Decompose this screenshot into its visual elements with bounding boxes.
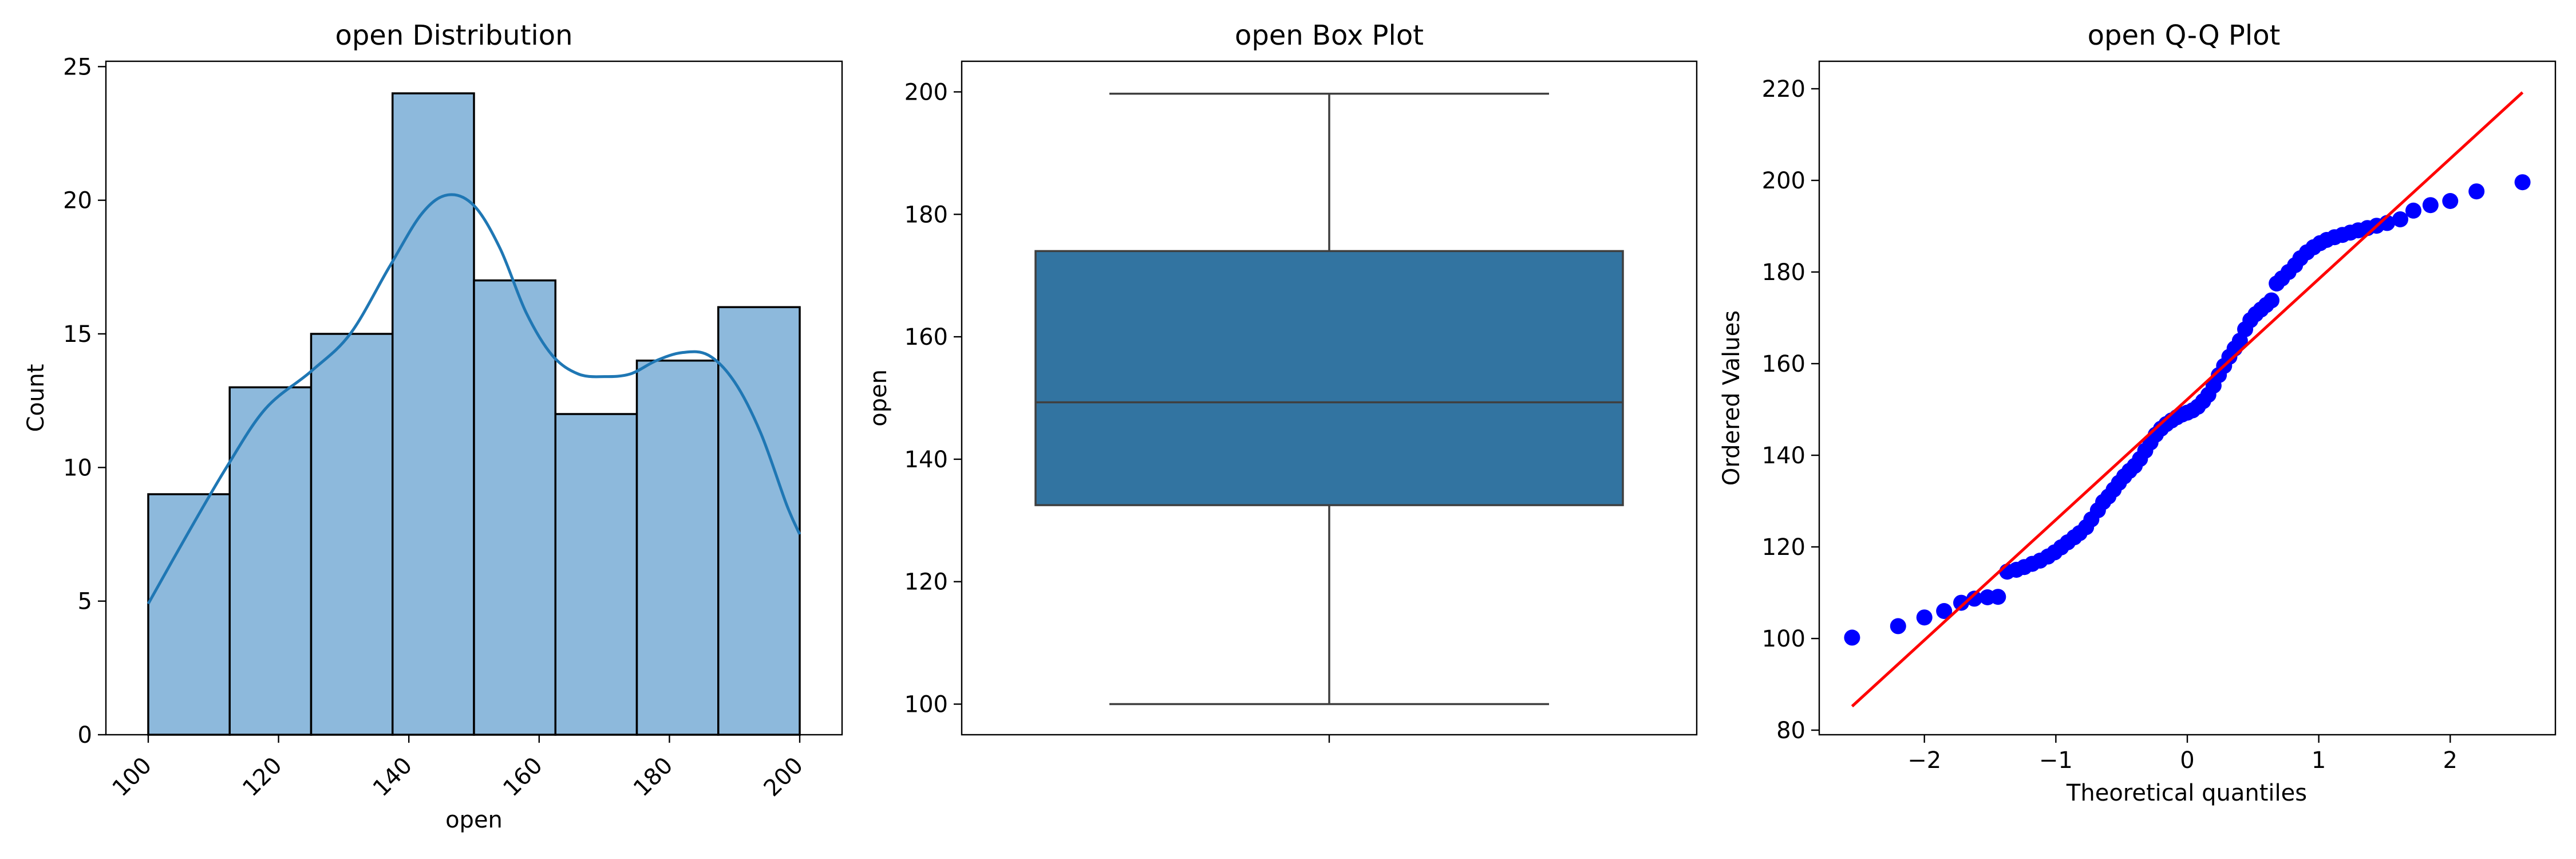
histogram-x-tick-label: 200	[759, 752, 809, 802]
histogram-x-tick-label: 100	[108, 752, 157, 802]
qq-point	[2514, 174, 2531, 191]
qq-y-tick-label: 120	[1762, 534, 1805, 561]
qq-point	[2392, 211, 2409, 227]
qq-y-tick-label: 160	[1762, 351, 1805, 377]
histogram-bar	[635, 359, 720, 736]
histogram-axes-frame	[105, 60, 843, 736]
qq-x-tick-label: 0	[2180, 747, 2194, 774]
histogram-bar	[554, 413, 638, 736]
histogram-bar	[310, 333, 394, 736]
qq-point	[1844, 629, 1860, 646]
histogram-y-tick-label: 15	[63, 321, 92, 348]
histogram-x-tick-label: 180	[629, 752, 678, 802]
boxplot-y-axis-label: open	[866, 369, 892, 427]
boxplot-y-tick-label: 180	[904, 202, 948, 228]
boxplot-y-tick-label: 160	[904, 324, 948, 350]
qq-point	[2405, 202, 2421, 219]
iqr-box	[1034, 250, 1624, 506]
qq-x-tick-label: 1	[2312, 747, 2326, 774]
qq-x-tick-label: −1	[2039, 747, 2073, 774]
histogram-y-tick-label: 0	[78, 722, 92, 748]
boxplot-y-tick-label: 140	[904, 447, 948, 473]
qq-y-axis-label: Ordered Values	[1718, 310, 1745, 486]
qq-fit-line	[1851, 91, 2524, 708]
qq-x-tick-label: −2	[1907, 747, 1941, 774]
qq-y-tick-label: 200	[1762, 168, 1805, 194]
histogram-y-tick-label: 25	[63, 54, 92, 80]
histogram-y-tick-label: 5	[78, 589, 92, 615]
qq-point	[1890, 618, 1906, 635]
histogram-x-tick-label: 140	[368, 752, 418, 802]
boxplot-y-tick-label: 100	[904, 692, 948, 718]
histogram-x-axis-label: open	[445, 807, 503, 833]
qq-y-tick-label: 80	[1776, 718, 1805, 744]
qq-point	[2442, 193, 2459, 209]
histogram-y-axis-label: Count	[23, 364, 49, 432]
histogram-bar	[717, 306, 801, 736]
qq-y-tick-label: 140	[1762, 443, 1805, 469]
boxplot-panel: open Box Plot 100 120 140 160 180 200 open	[866, 19, 1698, 743]
histogram-bar	[228, 386, 313, 736]
qq-y-tick-label: 100	[1762, 626, 1805, 652]
qq-x-axis-label: Theoretical quantiles	[2066, 780, 2307, 806]
histogram-bar	[391, 92, 475, 736]
qq-point	[1936, 603, 1953, 619]
boxplot-y-tick-label: 200	[904, 79, 948, 105]
histogram-x-tick-label: 160	[498, 752, 548, 802]
qq-x-tick-label: 2	[2443, 747, 2458, 774]
histogram-bar	[473, 279, 557, 736]
kde-line	[147, 193, 801, 605]
qq-y-tick-label: 220	[1762, 76, 1805, 103]
qq-point	[2422, 197, 2439, 214]
histogram-y-tick-label: 10	[63, 455, 92, 481]
histogram-x-tick-label: 120	[238, 752, 287, 802]
qq-point	[1966, 590, 1982, 607]
qq-point	[2263, 292, 2279, 309]
histogram-y-tick-label: 20	[63, 188, 92, 214]
boxplot-y-tick-label: 120	[904, 569, 948, 596]
qq-point	[2468, 183, 2485, 200]
histogram-panel: open Distribution 100 120 140 160 180 200 0 5 1…	[23, 19, 843, 833]
qq-panel: open Q-Q Plot −2 −1 0 1 2 80 100 120 140 160 180 2…	[1718, 19, 2557, 806]
qq-point	[1990, 589, 2006, 605]
qq-point	[1916, 609, 1933, 626]
qq-point	[1953, 594, 1970, 611]
boxplot-title: open Box Plot	[1235, 19, 1424, 52]
qq-title: open Q-Q Plot	[2088, 19, 2281, 52]
histogram-title: open Distribution	[335, 19, 572, 52]
qq-y-tick-label: 180	[1762, 259, 1805, 286]
